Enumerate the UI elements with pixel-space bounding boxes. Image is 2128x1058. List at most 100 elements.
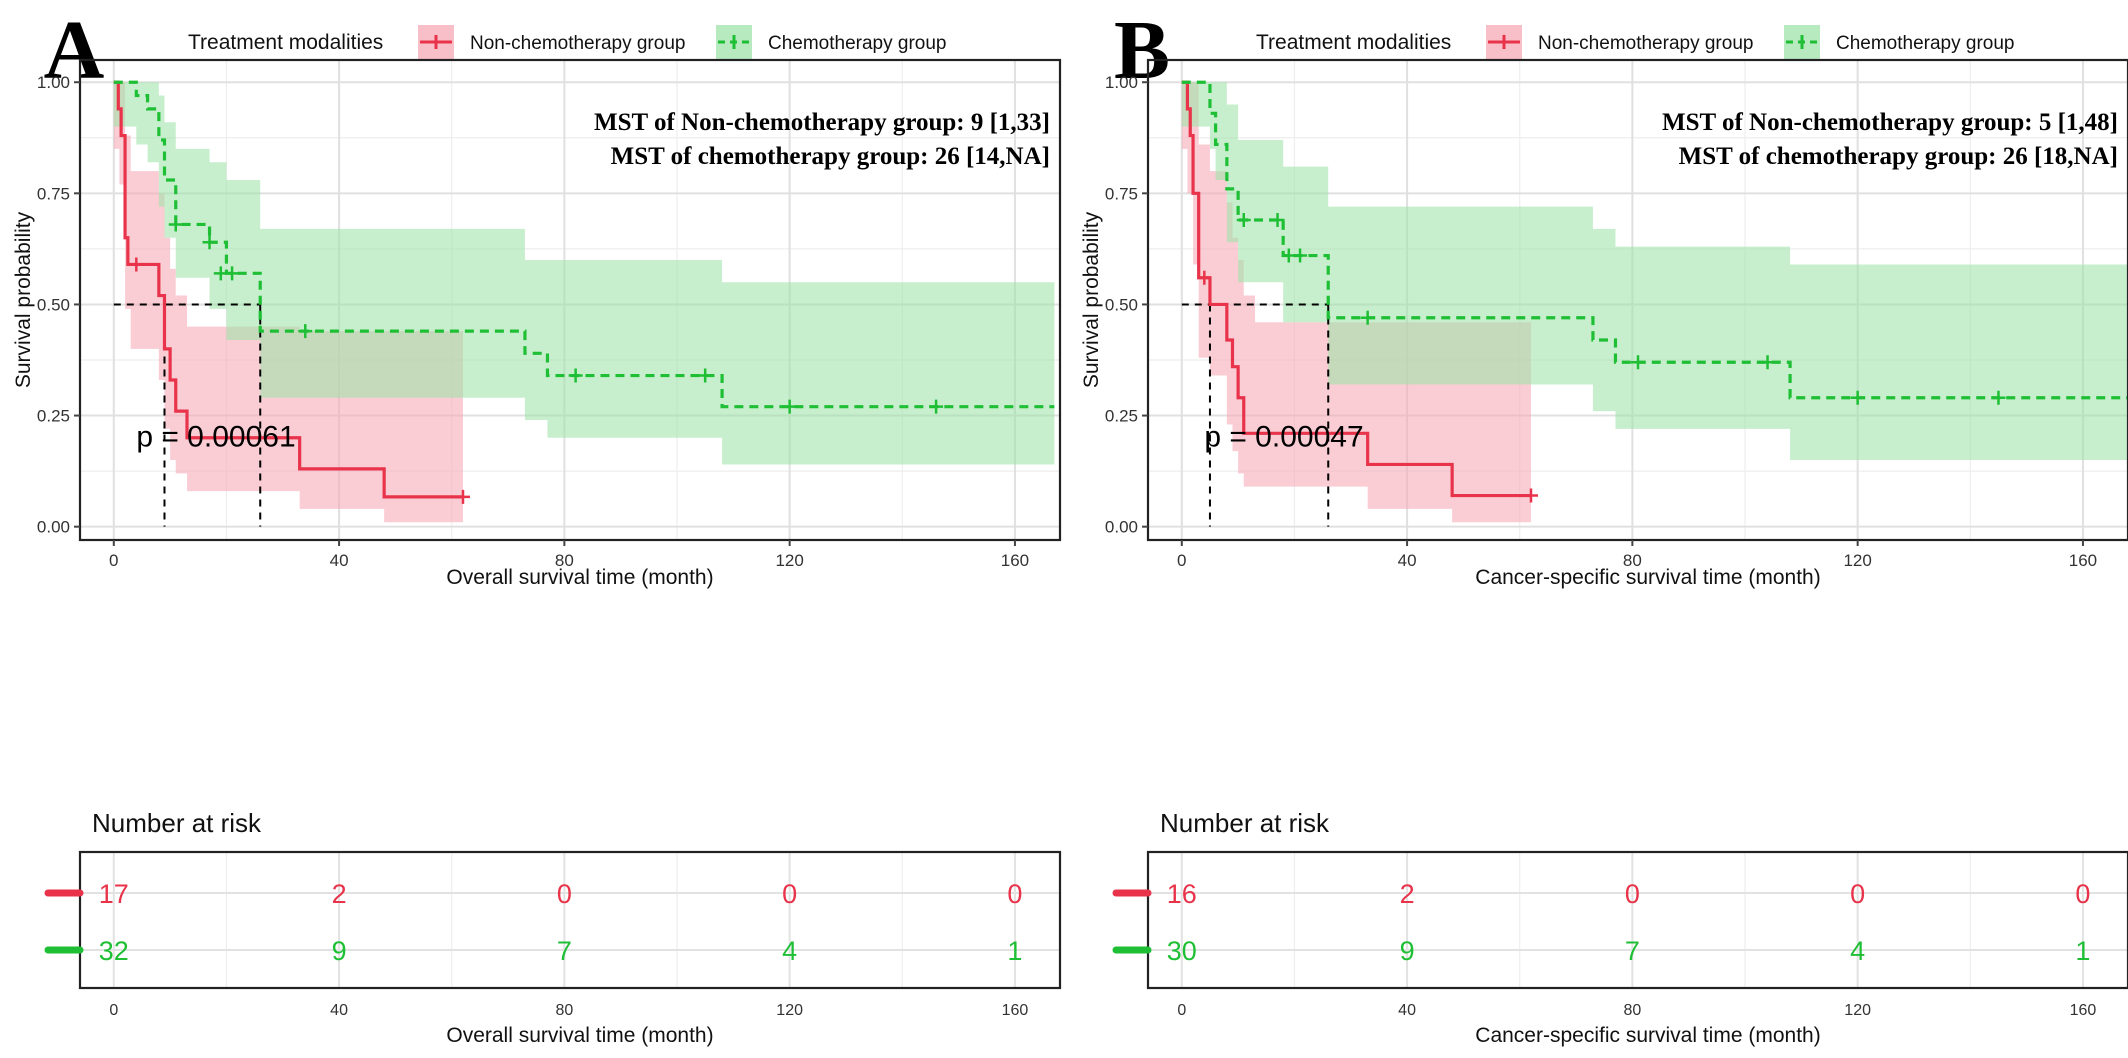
censor-mark (1523, 488, 1538, 503)
risk-count: 0 (2075, 879, 2090, 909)
risk-x-tick-label: 40 (1398, 1002, 1416, 1019)
censor-mark (1236, 213, 1251, 227)
survival-curve-chemotherapy (113, 80, 1055, 409)
risk-x-axis-label: Cancer-specific survival time (month) (1475, 1024, 1820, 1047)
risk-count: 9 (1400, 936, 1415, 966)
risk-x-tick-label: 0 (109, 1002, 118, 1019)
x-tick-label: 120 (775, 551, 803, 570)
risk-count: 9 (332, 936, 347, 966)
risk-count: 1 (2075, 936, 2090, 966)
mst-annotation: MST of chemotherapy group: 26 [14,NA] (611, 143, 1050, 170)
y-tick-label: 0.50 (1105, 295, 1138, 314)
risk-count: 4 (1850, 936, 1865, 966)
y-tick-label: 0.25 (37, 407, 70, 426)
risk-x-tick-label: 80 (555, 1002, 573, 1019)
censor-mark (455, 489, 470, 504)
km-panel-b: B Treatment modalities Non-chemotherapy gr… (1080, 4, 2128, 1047)
risk-count: 0 (1625, 879, 1640, 909)
risk-count: 0 (1850, 879, 1865, 909)
risk-count: 32 (99, 936, 129, 966)
censor-mark (1293, 248, 1308, 263)
legend-entry: Non-chemotherapy group (470, 33, 685, 54)
plot-border (1146, 58, 2128, 542)
risk-x-tick-label: 120 (1844, 1002, 1871, 1019)
p-value: p = 0.00061 (136, 421, 295, 454)
risk-count: 4 (782, 936, 797, 966)
y-tick-label: 0.00 (37, 518, 70, 537)
risk-x-tick-label: 40 (330, 1002, 348, 1019)
legend-entry: Chemotherapy group (1836, 33, 2015, 54)
risk-x-axis-label: Overall survival time (month) (446, 1024, 713, 1047)
censor-mark (168, 217, 183, 232)
risk-x-tick-label: 120 (776, 1002, 803, 1019)
confidence-band-non-chemotherapy (113, 82, 463, 523)
risk-count: 7 (1625, 936, 1640, 966)
risk-count: 0 (782, 879, 797, 909)
y-tick-label: 0.50 (37, 295, 70, 314)
risk-x-tick-label: 80 (1623, 1002, 1641, 1019)
x-tick-label: 80 (555, 551, 574, 570)
censor-mark (568, 368, 583, 383)
censor-mark (298, 324, 313, 339)
x-tick-label: 0 (1177, 551, 1186, 570)
risk-count: 2 (1400, 879, 1415, 909)
plot-border (78, 58, 1062, 542)
x-tick-label: 160 (1001, 551, 1029, 570)
y-tick-label: 0.25 (1105, 407, 1138, 426)
risk-table-border (78, 850, 1062, 990)
risk-x-tick-label: 0 (1177, 1002, 1186, 1019)
risk-count: 2 (332, 879, 347, 909)
confidence-band-chemotherapy (1181, 82, 2128, 460)
x-tick-label: 120 (1843, 551, 1871, 570)
mst-annotation: MST of Non-chemotherapy group: 9 [1,33] (594, 109, 1050, 136)
censor-mark (225, 266, 240, 281)
risk-count: 7 (557, 936, 572, 966)
risk-count: 30 (1167, 936, 1197, 966)
risk-count: 0 (1007, 879, 1022, 909)
mst-annotation: MST of chemotherapy group: 26 [18,NA] (1679, 143, 2118, 170)
risk-count: 1 (1007, 936, 1022, 966)
y-tick-label: 1.00 (37, 73, 70, 92)
risk-table-border (1146, 850, 2128, 990)
censor-mark (1850, 390, 1865, 405)
x-tick-label: 160 (2069, 551, 2097, 570)
y-tick-label: 0.00 (1105, 518, 1138, 537)
censor-mark (1760, 355, 1775, 370)
risk-x-tick-label: 160 (2070, 1002, 2097, 1019)
legend-title: Treatment modalities (1256, 31, 1451, 54)
legend-title: Treatment modalities (188, 31, 383, 54)
x-tick-label: 0 (109, 551, 118, 570)
risk-table-title: Number at risk (92, 808, 262, 838)
legend-entry: Chemotherapy group (768, 33, 947, 54)
censor-mark (1991, 390, 2006, 405)
censor-mark (1631, 355, 1645, 370)
censor-mark (1360, 310, 1375, 325)
survival-curve-non-chemotherapy (113, 80, 463, 499)
legend-entry: Non-chemotherapy group (1538, 33, 1753, 54)
censor-mark (782, 399, 797, 414)
censor-mark (1270, 213, 1285, 227)
x-tick-label: 80 (1623, 551, 1642, 570)
y-axis-label: Survival probability (1080, 211, 1103, 388)
x-tick-label: 40 (330, 551, 349, 570)
x-tick-label: 40 (1398, 551, 1417, 570)
y-axis-label: Survival probability (12, 211, 35, 388)
risk-x-tick-label: 160 (1002, 1002, 1029, 1019)
x-axis-label: Cancer-specific survival time (month) (1475, 566, 1820, 589)
censor-mark (1197, 270, 1212, 285)
censor-mark (202, 235, 217, 250)
risk-table-title: Number at risk (1160, 808, 1330, 838)
censor-mark (698, 368, 713, 383)
p-value: p = 0.00047 (1204, 421, 1363, 454)
y-tick-label: 1.00 (1105, 73, 1138, 92)
mst-annotation: MST of Non-chemotherapy group: 5 [1,48] (1662, 109, 2118, 136)
confidence-band-chemotherapy (113, 82, 1055, 465)
x-axis-label: Overall survival time (month) (446, 566, 713, 589)
km-panel-a: A Treatment modalities Non-chemotherapy gr… (12, 4, 1062, 1047)
risk-count: 17 (99, 879, 129, 909)
y-tick-label: 0.75 (37, 184, 70, 203)
survival-curve-non-chemotherapy (1181, 80, 1531, 498)
confidence-band-non-chemotherapy (1181, 82, 1531, 523)
risk-count: 16 (1167, 879, 1197, 909)
